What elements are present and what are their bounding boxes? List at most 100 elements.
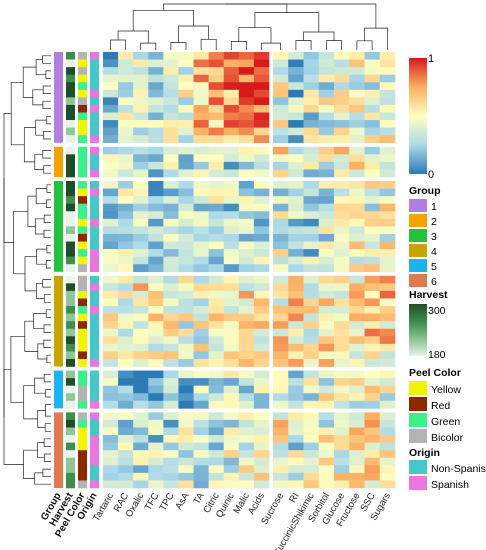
heatmap-cell [193,241,209,250]
heatmap-cell [133,336,149,345]
heatmap-cell [379,97,396,106]
origin-strip-cell [90,161,99,170]
heatmap-cell [148,52,164,60]
heatmap-cell [223,97,240,106]
heatmap-cell [193,154,209,163]
heatmap-cell [379,378,396,386]
heatmap-cell [163,196,179,205]
harvest-strip-cell [66,465,75,474]
heatmap-cell [148,343,164,352]
heatmap-cell [133,450,149,459]
heatmap-cell [193,135,209,144]
column-dendrogram-branch [364,27,388,50]
heatmap-cell [364,233,381,242]
heatmap-cell [118,385,134,394]
peel-color-strip-cell [78,256,87,265]
heatmap-cell [318,400,335,409]
heatmap-cell [318,203,335,212]
row-dendrogram-branch [42,468,51,478]
heatmap-cell [118,218,134,227]
row-dendrogram-branch [24,256,37,292]
column-dendrogram-branch [356,40,373,50]
heatmap-cell [318,351,335,360]
origin-strip-cell [90,97,99,106]
heatmap-cell [288,412,304,421]
color-scale-min-label: 0 [428,169,434,181]
harvest-strip-cell [66,283,75,292]
harvest-strip-cell [66,400,75,409]
heatmap-cell [178,226,194,235]
heatmap-cell [318,112,335,121]
row-dendrogram-branch [27,195,37,227]
heatmap-cell [288,290,304,299]
heatmap-cell [148,370,164,379]
origin-strip-cell [90,226,99,235]
heatmap-cell [223,120,240,128]
heatmap-cell [178,203,194,212]
heatmap-cell [103,412,119,421]
heatmap-cell [133,343,149,352]
heatmap-cell [288,135,304,144]
heatmap-cell [364,306,381,314]
origin-strip-cell [90,400,99,409]
heatmap-cell [303,264,320,273]
heatmap-cell [193,218,209,227]
heatmap-cell [238,351,255,360]
heatmap-cell [133,370,149,379]
heatmap-cell [163,59,179,68]
heatmap-cell [288,154,304,163]
heatmap-cell [133,181,149,189]
peel-color-strip-cell [78,343,87,352]
heatmap-cell [118,146,134,155]
origin-strip-cell [90,218,99,227]
row-dendrogram-branch [42,85,51,94]
heatmap-cell [133,393,149,402]
harvest-strip-cell [66,472,75,481]
heatmap-cell [118,378,134,386]
origin-legend: Origin Non-Spanish Spanish [409,447,486,491]
peel-color-strip-cell [78,154,87,163]
heatmap-cell [208,400,225,409]
heatmap-cell [223,59,240,68]
heatmap-cell [379,306,396,314]
heatmap-cell [379,457,396,466]
heatmap-cell [273,336,289,345]
heatmap-cell [253,52,270,60]
heatmap-cell [253,67,270,75]
heatmap-cell [163,370,179,379]
group-strip-block [54,52,63,143]
heatmap-cell [334,59,350,68]
heatmap-cell [163,385,179,394]
heatmap-cell [334,328,350,337]
heatmap-cell [318,218,335,227]
harvest-strip-cell [66,241,75,250]
peel-color-strip-cell [78,226,87,235]
heatmap-cell [349,313,365,322]
harvest-strip-cell [66,233,75,242]
heatmap-cell [178,435,194,443]
heatmap-cell [133,283,149,292]
heatmap-cell [379,154,396,163]
heatmap-cell [318,181,335,189]
heatmap-cell [103,427,119,436]
heatmap-cell [334,290,350,299]
heatmap-cell [208,419,225,428]
heatmap-cell [163,283,179,292]
heatmap-cell [178,283,194,292]
heatmap-cell [178,343,194,352]
heatmap-cell [103,378,119,386]
heatmap-cell [133,249,149,257]
heatmap-cell [133,112,149,121]
heatmap-cell [253,249,270,257]
heatmap-cell [118,370,134,379]
heatmap-cell [253,196,270,205]
heatmap-cell [318,104,335,113]
heatmap-cell [303,196,320,205]
heatmap-cell [273,275,289,284]
harvest-strip-cell [66,67,75,75]
heatmap-cell [273,120,289,128]
heatmap-cell [193,290,209,299]
heatmap-cell [208,52,225,60]
heatmap-cell [334,52,350,60]
heatmap-cell [379,343,396,352]
